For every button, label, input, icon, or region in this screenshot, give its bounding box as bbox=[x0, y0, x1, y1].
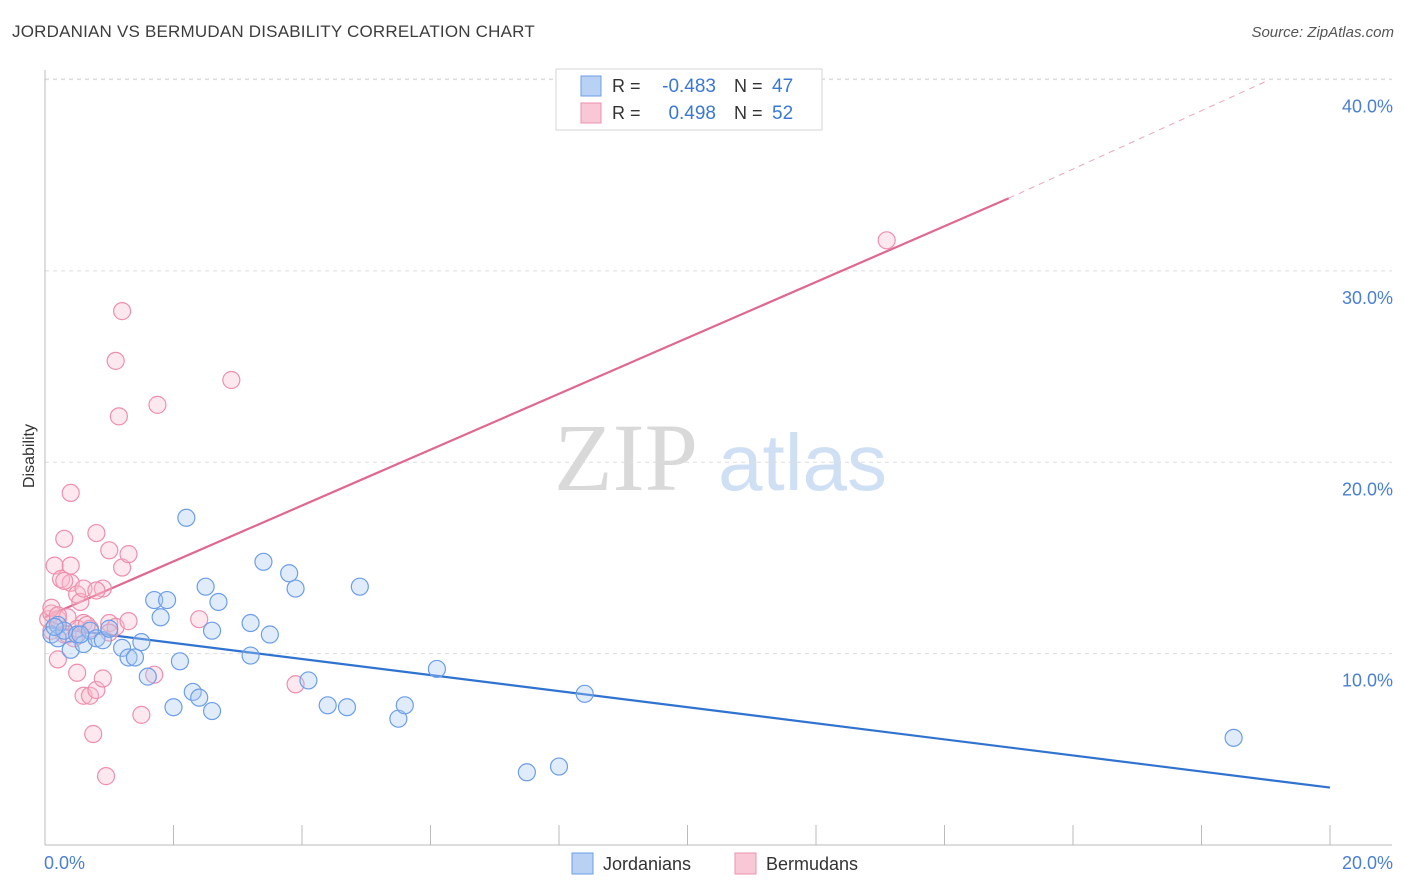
bermudans-point bbox=[87, 581, 106, 600]
legend-n-label: N = bbox=[734, 76, 763, 96]
bermudans-point bbox=[87, 523, 106, 543]
bermudans-point bbox=[877, 231, 896, 250]
bermudans-point bbox=[93, 669, 112, 688]
bermudans-point bbox=[145, 665, 164, 684]
bermudans-trend-line bbox=[44, 197, 1010, 619]
jordanians-point bbox=[100, 619, 119, 638]
y-axis-label: Disability bbox=[21, 424, 38, 488]
bermudans-point bbox=[119, 612, 138, 631]
jordanians-point bbox=[157, 590, 177, 610]
jordanians-point bbox=[145, 590, 164, 610]
jordanians-point bbox=[125, 648, 145, 667]
jordanians-point bbox=[1224, 728, 1243, 747]
legend-r-value: -0.483 bbox=[662, 76, 716, 97]
jordanians-point bbox=[299, 671, 318, 690]
jordanians-point bbox=[190, 688, 209, 707]
legend: R = -0.483 N = 47 R = 0.498 N = 52 bbox=[555, 68, 823, 131]
bermudans-point bbox=[119, 545, 138, 564]
bermudans-point bbox=[61, 556, 80, 575]
jordanians-point bbox=[71, 625, 90, 644]
legend-swatch-jordanians bbox=[580, 75, 602, 97]
jordanians-point bbox=[209, 592, 228, 612]
watermark-atlas: atlas bbox=[718, 418, 887, 507]
bermudans-point bbox=[190, 610, 209, 629]
jordanians-point bbox=[196, 577, 215, 596]
jordanians-point bbox=[164, 698, 183, 717]
bottom-legend-swatch-jordanians bbox=[571, 852, 594, 875]
bermudans-point bbox=[132, 705, 151, 724]
jordanians-point bbox=[280, 564, 299, 583]
bermudans-point bbox=[96, 767, 116, 786]
bermudans-point bbox=[51, 569, 71, 589]
jordanians-point bbox=[241, 646, 260, 665]
source-label: Source: ZipAtlas.com bbox=[1251, 24, 1394, 41]
legend-r-label: R = bbox=[612, 76, 641, 96]
bottom-legend-swatch-bermudans bbox=[734, 852, 757, 875]
bermudans-point bbox=[148, 395, 167, 414]
bermudans-point bbox=[77, 615, 96, 635]
jordanians-point bbox=[427, 659, 447, 679]
bermudans-point bbox=[87, 680, 106, 700]
jordanians-point bbox=[138, 667, 157, 686]
legend-n-value: 47 bbox=[772, 76, 793, 97]
bermudans-point bbox=[48, 650, 67, 669]
x-tick-label: 0.0% bbox=[44, 853, 85, 873]
y-tick-label: 30.0% bbox=[1342, 288, 1393, 308]
bermudans-point bbox=[84, 724, 103, 744]
jordanians-point bbox=[254, 552, 273, 571]
jordanians-point bbox=[318, 696, 337, 715]
bermudans-point bbox=[68, 663, 87, 682]
jordanians-point bbox=[350, 577, 369, 596]
jordanians-point bbox=[260, 625, 279, 644]
bermudans-point bbox=[112, 302, 132, 321]
legend-n-label: N = bbox=[734, 103, 763, 123]
bermudans-point bbox=[109, 407, 128, 426]
bottom-legend: Jordanians Bermudans bbox=[571, 852, 858, 875]
watermark-zip: ZIP bbox=[554, 404, 698, 511]
jordanians-point bbox=[202, 621, 222, 640]
legend-swatch-bermudans bbox=[580, 102, 602, 124]
bermudans-point bbox=[71, 592, 90, 612]
jordanians-point bbox=[575, 684, 594, 703]
x-tick-label: 20.0% bbox=[1342, 853, 1393, 873]
jordanians-point bbox=[170, 652, 190, 671]
jordanians-point bbox=[286, 579, 305, 598]
jordanians-point bbox=[241, 613, 260, 633]
jordanians-point bbox=[517, 763, 536, 782]
jordanians-point bbox=[132, 633, 151, 652]
jordanians-point bbox=[119, 648, 138, 667]
bermudans-point bbox=[222, 370, 241, 390]
jordanians-point bbox=[151, 608, 170, 627]
y-tick-label: 10.0% bbox=[1342, 671, 1393, 691]
jordanians-trend-line bbox=[44, 625, 1331, 789]
bermudans-point bbox=[55, 571, 74, 591]
bermudans-point bbox=[61, 483, 80, 503]
jordanians-point bbox=[45, 617, 64, 636]
chart-title: JORDANIAN VS BERMUDAN DISABILITY CORRELA… bbox=[12, 22, 535, 41]
legend-n-value: 52 bbox=[772, 103, 793, 124]
jordanians-point bbox=[337, 698, 357, 717]
jordanians-point bbox=[112, 638, 132, 658]
y-tick-label: 40.0% bbox=[1342, 97, 1393, 117]
legend-r-value: 0.498 bbox=[668, 103, 716, 124]
bermudans-point bbox=[48, 606, 67, 625]
legend-r-label: R = bbox=[612, 103, 641, 123]
y-tick-label: 20.0% bbox=[1342, 479, 1393, 499]
jordanians-point bbox=[202, 701, 222, 721]
bottom-legend-label-bermudans: Bermudans bbox=[766, 854, 858, 874]
bermudans-point bbox=[93, 579, 112, 598]
jordanians-point bbox=[93, 631, 112, 650]
bottom-legend-label-jordanians: Jordanians bbox=[603, 854, 691, 874]
bermudans-trend-extension bbox=[1008, 81, 1266, 199]
bermudans-point bbox=[55, 529, 74, 548]
bermudans-point bbox=[106, 351, 125, 370]
bermudans-point bbox=[100, 541, 119, 560]
jordanians-point bbox=[395, 696, 414, 715]
jordanians-point bbox=[177, 508, 196, 527]
jordanians-point bbox=[549, 757, 569, 776]
